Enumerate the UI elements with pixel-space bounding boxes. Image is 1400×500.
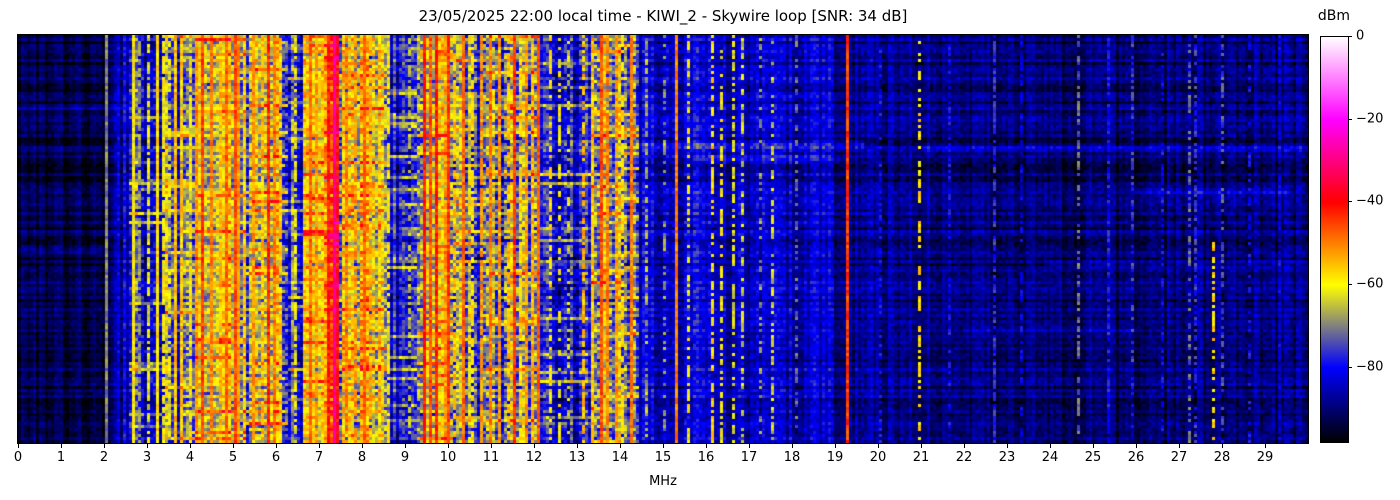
x-tick-mark (1136, 444, 1137, 448)
x-tick-mark (61, 444, 62, 448)
x-tick-mark (534, 444, 535, 448)
colorbar-tick-label: −60 (1356, 276, 1384, 292)
colorbar-label: dBm (1317, 8, 1351, 24)
x-tick-label: 19 (826, 450, 844, 465)
colorbar-tick-label: −80 (1356, 359, 1384, 375)
x-tick-mark (1093, 444, 1094, 448)
x-tick-label: 9 (400, 450, 410, 465)
x-tick-mark (620, 444, 621, 448)
x-tick-label: 23 (998, 450, 1016, 465)
colorbar-tick-label: −40 (1356, 193, 1384, 209)
x-tick-mark (921, 444, 922, 448)
x-tick-mark (190, 444, 191, 448)
x-tick-mark (18, 444, 19, 448)
x-tick-label: 16 (697, 450, 715, 465)
x-tick-mark (1050, 444, 1051, 448)
x-tick-mark (1222, 444, 1223, 448)
x-tick-mark (147, 444, 148, 448)
x-tick-mark (749, 444, 750, 448)
x-tick-label: 17 (740, 450, 758, 465)
x-tick-mark (1265, 444, 1266, 448)
x-tick-mark (233, 444, 234, 448)
x-tick-label: 20 (869, 450, 887, 465)
x-tick-label: 18 (783, 450, 801, 465)
x-tick-label: 11 (482, 450, 500, 465)
colorbar-tick-label: 0 (1356, 28, 1365, 44)
x-tick-label: 13 (568, 450, 586, 465)
x-tick-label: 25 (1084, 450, 1102, 465)
x-tick-mark (362, 444, 363, 448)
x-tick-label: 4 (185, 450, 195, 465)
x-tick-label: 12 (525, 450, 543, 465)
x-tick-label: 27 (1170, 450, 1188, 465)
spectrogram-frame (17, 34, 1309, 444)
x-tick-label: 28 (1213, 450, 1231, 465)
x-tick-label: 26 (1127, 450, 1145, 465)
x-tick-mark (448, 444, 449, 448)
x-tick-label: 1 (56, 450, 66, 465)
x-tick-mark (964, 444, 965, 448)
x-tick-mark (104, 444, 105, 448)
x-tick-mark (706, 444, 707, 448)
x-tick-label: 14 (611, 450, 629, 465)
x-tick-label: 3 (142, 450, 152, 465)
x-tick-mark (663, 444, 664, 448)
x-tick-label: 0 (13, 450, 23, 465)
spectrogram-canvas (18, 35, 1308, 443)
x-tick-label: 29 (1256, 450, 1274, 465)
x-tick-label: 22 (955, 450, 973, 465)
x-axis-label: MHz (649, 474, 677, 489)
x-tick-mark (405, 444, 406, 448)
x-tick-label: 5 (228, 450, 238, 465)
colorbar (1320, 36, 1349, 443)
x-tick-mark (1007, 444, 1008, 448)
plot-title: 23/05/2025 22:00 local time - KIWI_2 - S… (418, 7, 908, 25)
x-tick-label: 24 (1041, 450, 1059, 465)
x-tick-mark (835, 444, 836, 448)
x-tick-label: 8 (357, 450, 367, 465)
x-tick-mark (878, 444, 879, 448)
x-tick-label: 2 (99, 450, 109, 465)
x-tick-mark (792, 444, 793, 448)
x-tick-label: 21 (912, 450, 930, 465)
x-tick-label: 10 (439, 450, 457, 465)
x-tick-label: 15 (654, 450, 672, 465)
x-tick-mark (577, 444, 578, 448)
colorbar-tick-label: −20 (1356, 111, 1384, 127)
x-tick-label: 6 (271, 450, 281, 465)
x-tick-mark (276, 444, 277, 448)
x-tick-mark (1179, 444, 1180, 448)
x-tick-mark (491, 444, 492, 448)
x-tick-label: 7 (314, 450, 324, 465)
x-tick-mark (319, 444, 320, 448)
